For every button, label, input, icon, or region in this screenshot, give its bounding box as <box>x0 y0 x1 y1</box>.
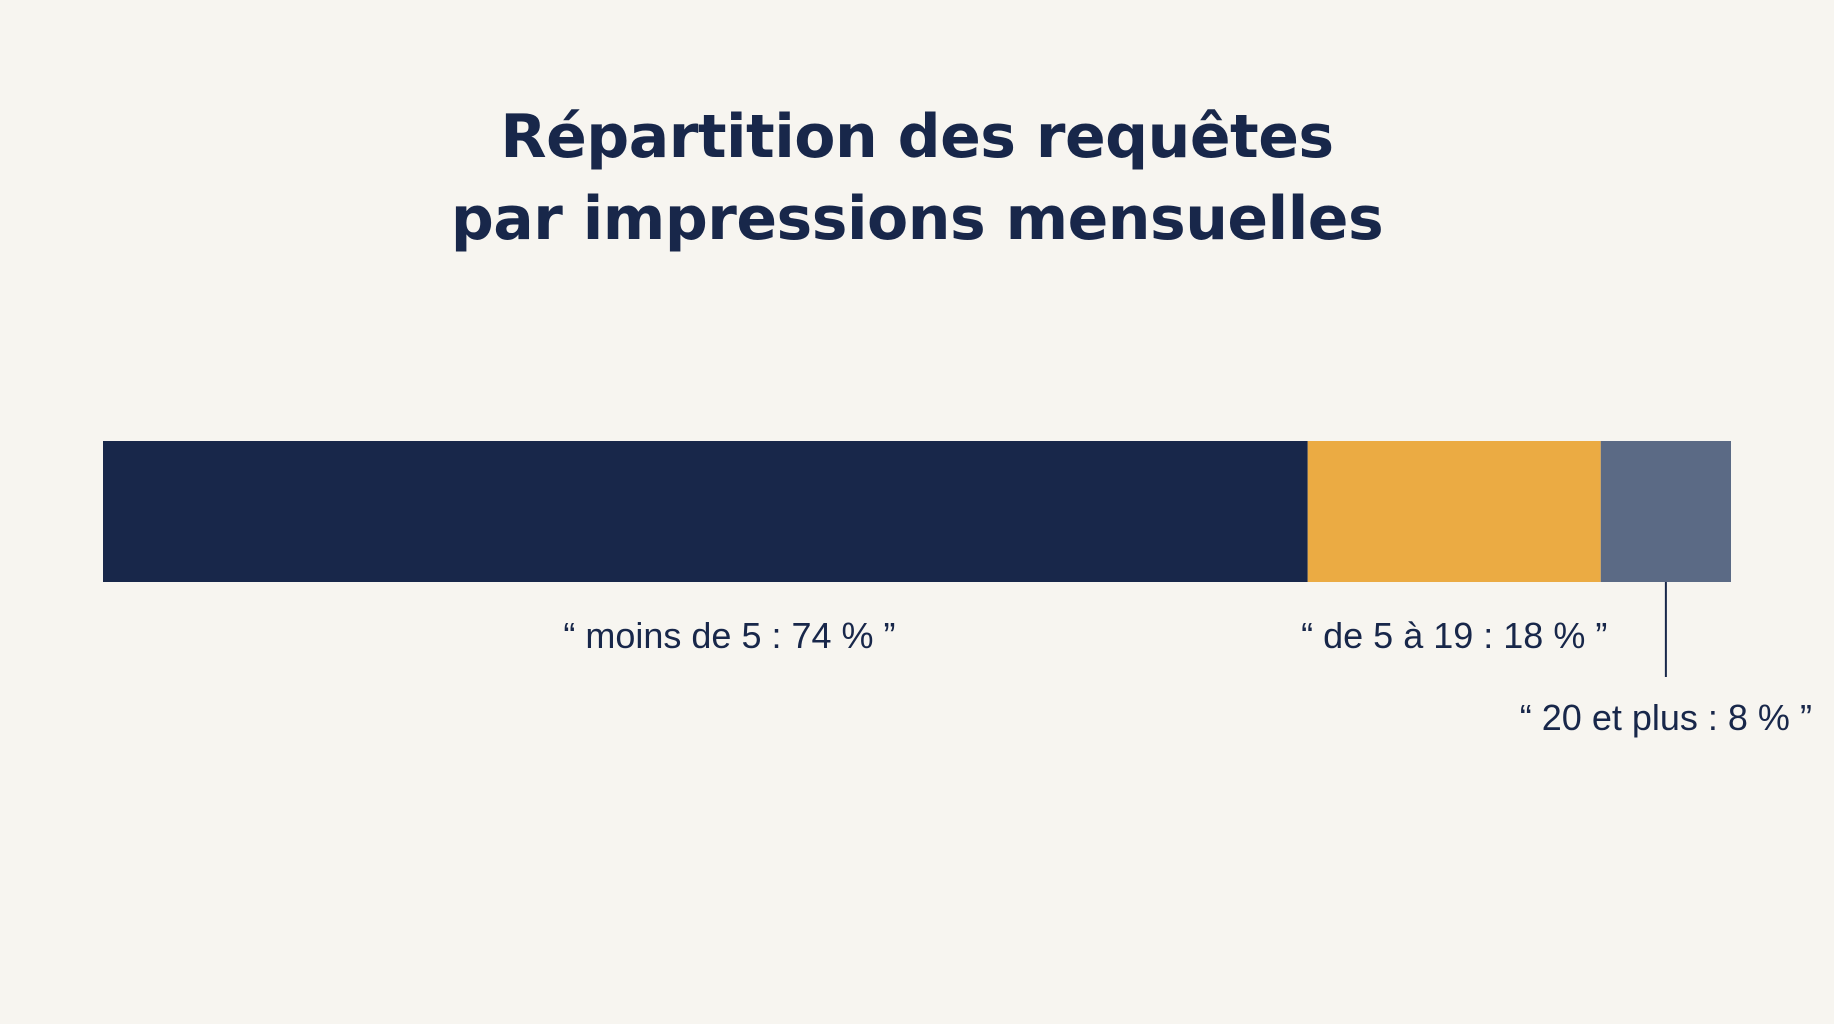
chart-title: Répartition des requêtes par impressions… <box>0 96 1834 260</box>
segment-label-1: “ moins de 5 : 74 % ” <box>563 615 895 656</box>
bar-segment-3 <box>1600 441 1731 582</box>
bar-segment-1 <box>103 441 1308 582</box>
chart-title-line-2: par impressions mensuelles <box>450 184 1384 254</box>
chart-title-line-1: Répartition des requêtes <box>500 102 1334 172</box>
segment-label-2: “ de 5 à 19 : 18 % ” <box>1301 615 1607 656</box>
segment-label-3: “ 20 et plus : 8 % ” <box>1520 697 1812 738</box>
bar-segment-2 <box>1307 441 1601 582</box>
